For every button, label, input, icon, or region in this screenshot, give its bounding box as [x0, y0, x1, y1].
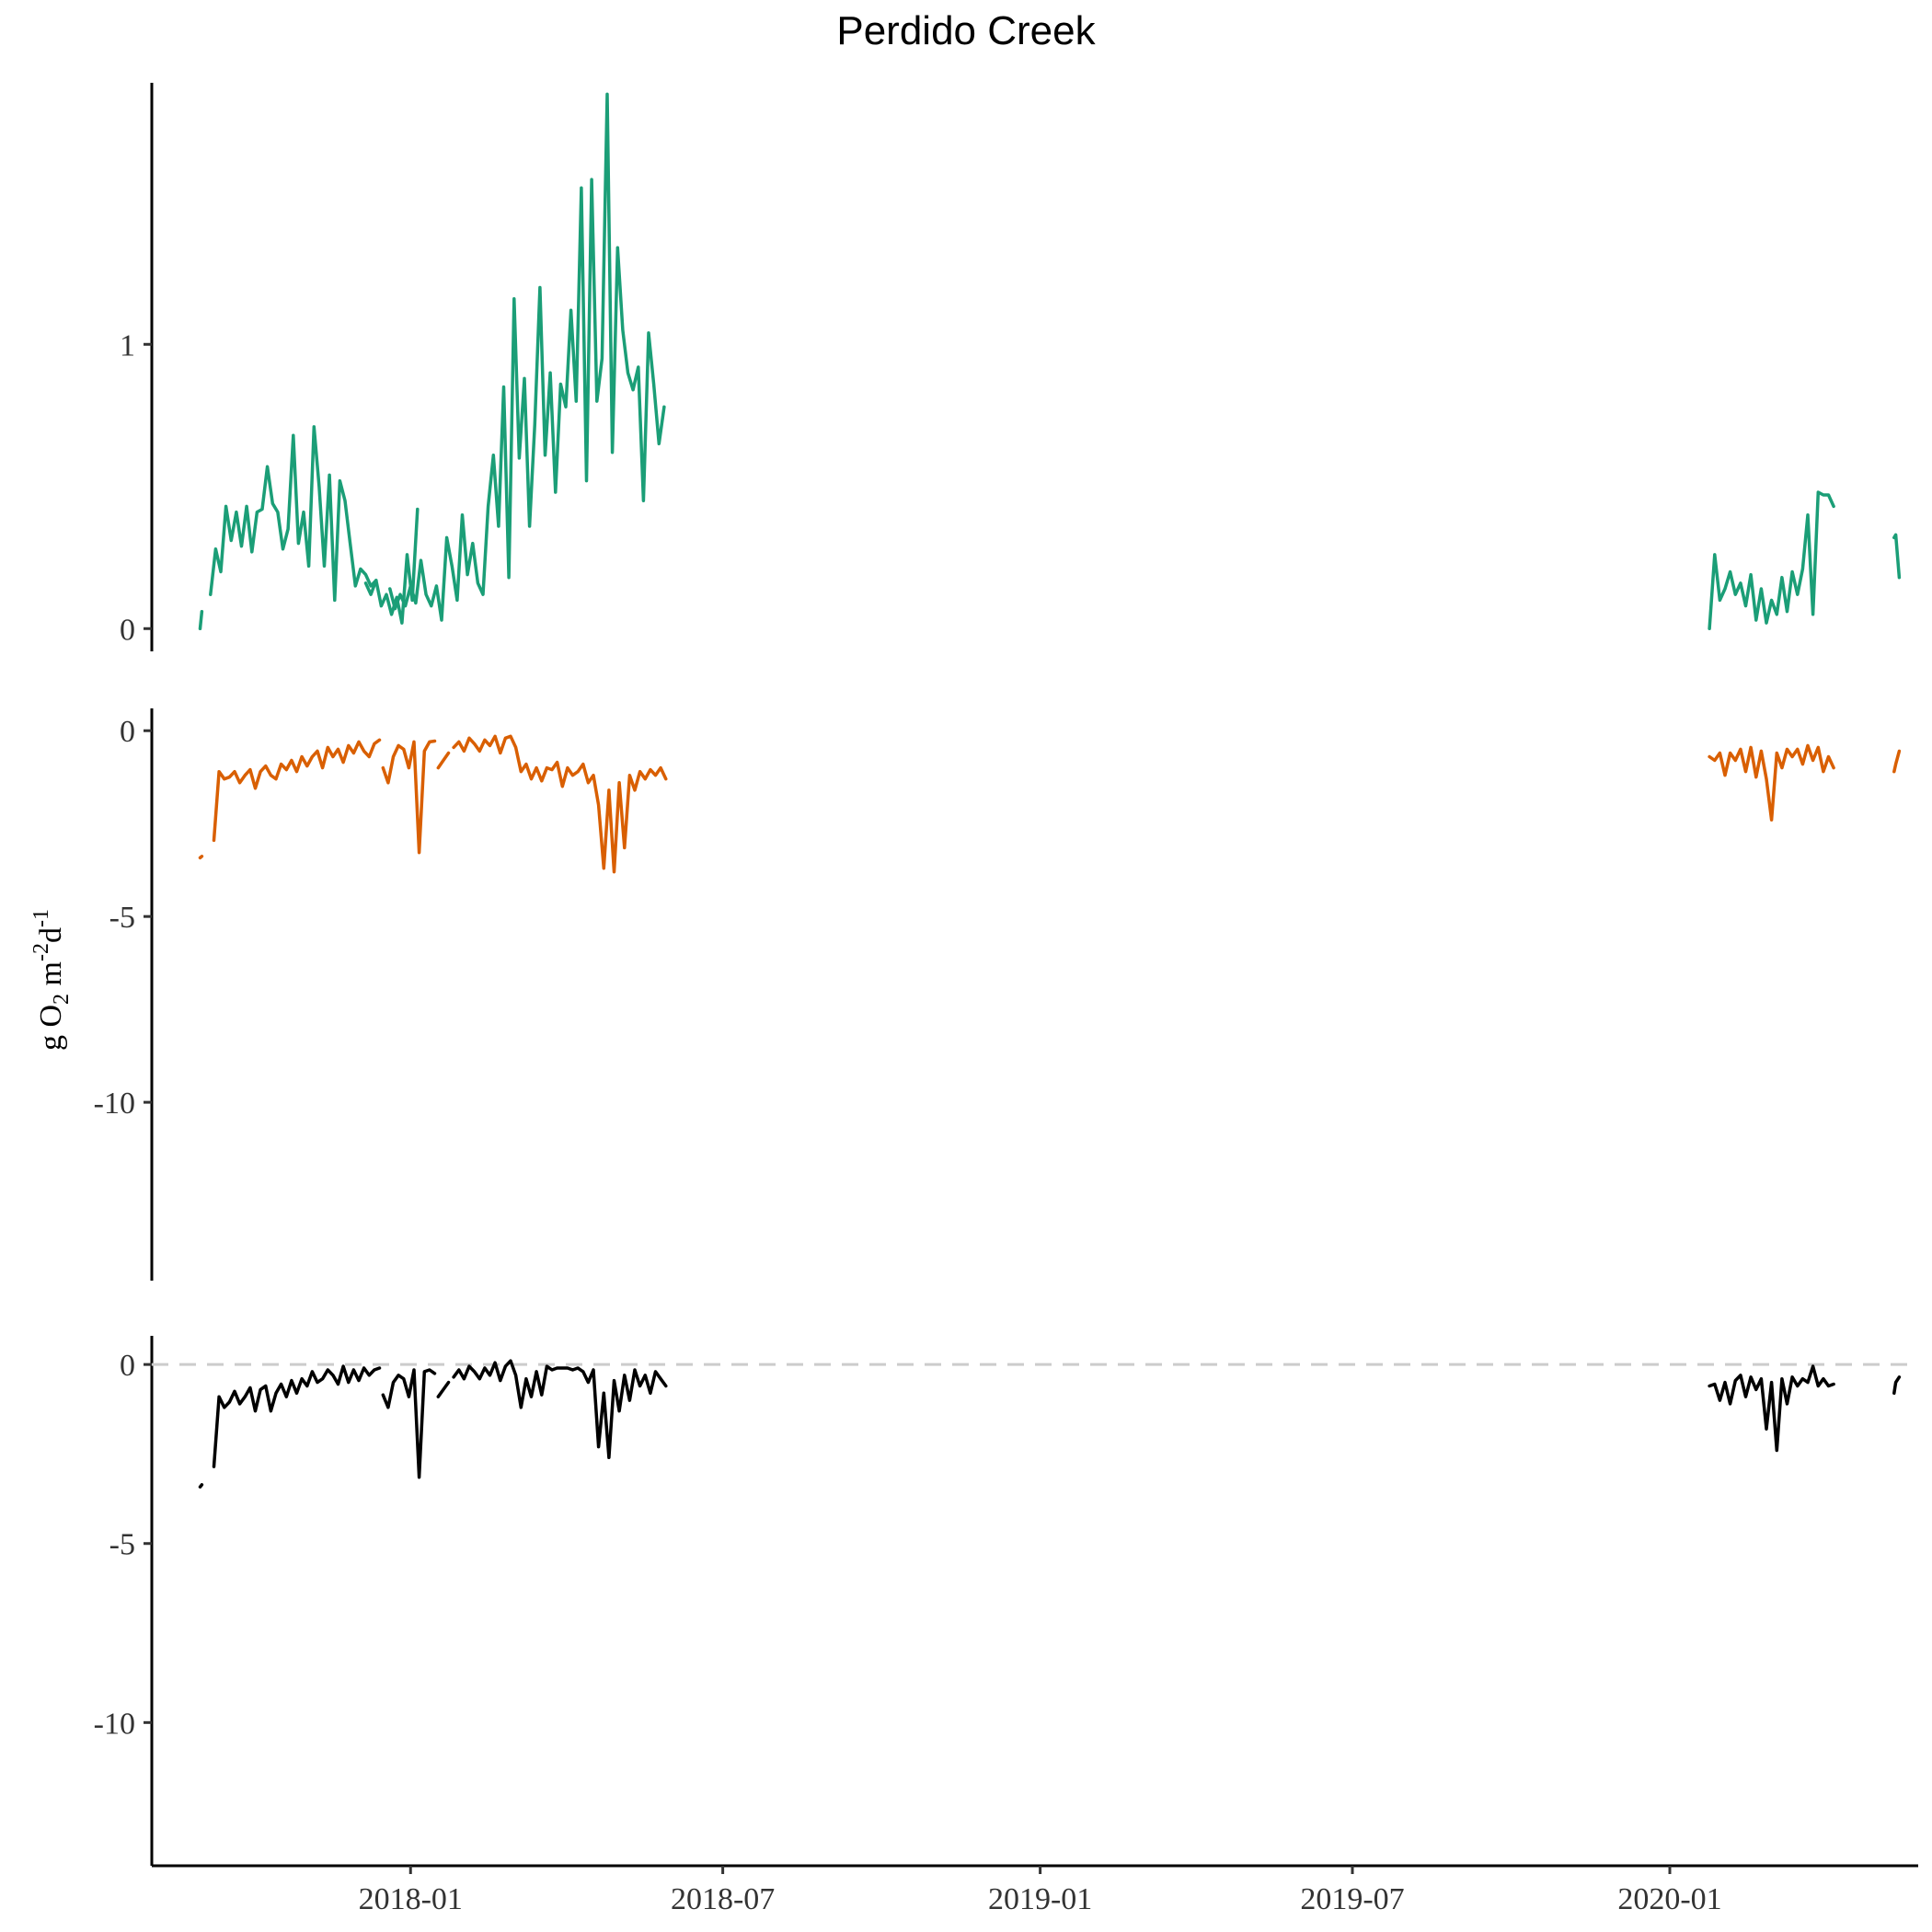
x-tick-label: 2019-07	[1300, 1882, 1404, 1916]
gpp-series-segment-5	[1708, 490, 1835, 631]
ylabel-mid1: m	[34, 961, 68, 994]
nep-y-tick-label: -10	[94, 1707, 135, 1741]
gpp-y-tick-label: 0	[120, 613, 135, 647]
x-axis: 2018-01 2018-07 2019-01 2019-07 2020-01	[152, 1864, 1918, 1916]
nep-series-segment-7	[1892, 1375, 1902, 1396]
svg-text:g O2 m-2d-1: g O2 m-2d-1	[29, 909, 74, 1051]
ylabel-base: g O	[34, 1005, 68, 1051]
nep-series-segment-6	[1708, 1364, 1835, 1453]
ylabel-sup2: -1	[29, 909, 53, 927]
ylabel-subscript: 2	[50, 994, 74, 1005]
nep-series-segment-2	[212, 1364, 382, 1468]
nep-series-segment-1	[198, 1483, 204, 1489]
gpp-series-segment-1	[198, 609, 204, 631]
ylabel-sup1: -2	[29, 943, 53, 961]
nep-series-segment-5	[452, 1359, 668, 1460]
gpp-y-tick-label: 1	[120, 328, 135, 362]
gpp-series-segment-2	[209, 425, 378, 603]
er-y-tick-label: -5	[109, 901, 135, 935]
x-tick-label: 2020-01	[1617, 1882, 1721, 1916]
gpp-series-segment-3	[363, 507, 420, 625]
chart-title: Perdido Creek	[836, 8, 1096, 53]
nep-y-tick-label: -5	[109, 1528, 135, 1562]
er-series-segment-6	[1708, 743, 1835, 822]
er-series-segment-4	[436, 751, 451, 770]
er-series-segment-1	[198, 855, 204, 860]
x-tick-label: 2019-01	[988, 1882, 1092, 1916]
panel-nep: 0 -5 -10	[94, 1336, 1918, 1866]
er-series-segment-2	[212, 738, 382, 843]
panel-er: 0 -5 -10	[94, 708, 1902, 1281]
er-y-tick-label: -10	[94, 1087, 135, 1121]
x-tick-label: 2018-07	[671, 1882, 775, 1916]
y-axis-title: g O2 m-2d-1	[29, 909, 74, 1051]
panel-gpp: 01	[120, 83, 1902, 651]
er-series-segment-5	[452, 734, 668, 874]
er-y-tick-label: 0	[120, 715, 135, 749]
gpp-series-segment-4	[388, 92, 666, 622]
nep-series-segment-4	[436, 1380, 451, 1398]
ylabel-mid2: d	[34, 927, 68, 943]
nep-y-tick-label: 0	[120, 1349, 135, 1383]
er-series-segment-3	[381, 739, 437, 855]
nep-series-segment-3	[381, 1368, 437, 1479]
x-tick-label: 2018-01	[359, 1882, 463, 1916]
er-series-segment-7	[1892, 749, 1902, 774]
gpp-series-segment-6	[1892, 533, 1902, 580]
